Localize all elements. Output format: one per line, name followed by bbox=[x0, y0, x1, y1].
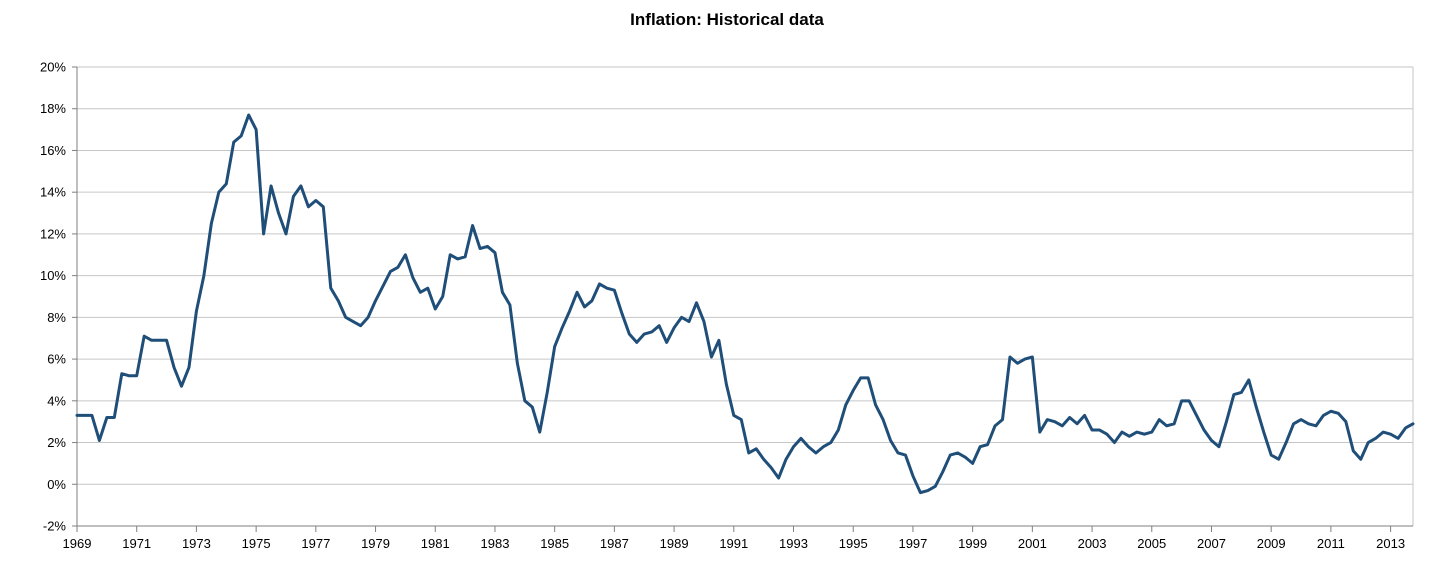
axes bbox=[76, 67, 1414, 532]
x-tick-label: 1975 bbox=[242, 536, 271, 551]
x-tick-label: 2011 bbox=[1317, 536, 1345, 551]
chart-title: Inflation: Historical data bbox=[630, 10, 824, 29]
grid-lines bbox=[77, 66, 1413, 527]
x-tick-label: 2003 bbox=[1078, 536, 1107, 551]
y-tick-label: 18% bbox=[40, 101, 66, 116]
y-tick-label: 0% bbox=[47, 477, 66, 492]
y-tick-label: -2% bbox=[43, 519, 67, 534]
y-tick-label: 4% bbox=[47, 393, 66, 408]
x-tick-label: 1977 bbox=[301, 536, 330, 551]
x-tick-label: 2005 bbox=[1137, 536, 1166, 551]
x-tick-label: 1985 bbox=[540, 536, 569, 551]
y-tick-label: 10% bbox=[40, 268, 66, 283]
x-tick-label: 1981 bbox=[421, 536, 450, 551]
x-tick-label: 2007 bbox=[1197, 536, 1226, 551]
y-tick-label: 8% bbox=[47, 310, 66, 325]
y-tick-label: 14% bbox=[40, 185, 66, 200]
x-tick-label: 1979 bbox=[361, 536, 390, 551]
y-tick-label: 12% bbox=[40, 226, 66, 241]
x-tick-label: 1989 bbox=[660, 536, 689, 551]
y-tick-label: 2% bbox=[47, 435, 66, 450]
x-tick-label: 1993 bbox=[779, 536, 808, 551]
x-tick-label: 1969 bbox=[63, 536, 92, 551]
y-tick-label: 6% bbox=[47, 352, 66, 367]
x-tick-label: 1983 bbox=[481, 536, 510, 551]
x-tick-label: 2013 bbox=[1376, 536, 1405, 551]
x-tick-label: 2009 bbox=[1257, 536, 1286, 551]
x-tick-label: 2001 bbox=[1018, 536, 1047, 551]
x-tick-label: 1991 bbox=[719, 536, 748, 551]
series-layer bbox=[75, 113, 1415, 495]
x-tick-label: 1995 bbox=[839, 536, 868, 551]
inflation-series-line bbox=[75, 113, 1415, 495]
y-tick-label: 16% bbox=[40, 143, 66, 158]
y-axis-ticks: -2% 0% 2% 4% 6% 8% 10% 12% 14% 16% 18% 20% bbox=[40, 60, 77, 534]
x-axis-ticks: 1969 1971 1973 1975 1977 1979 1981 1983 1985 1987… bbox=[63, 526, 1405, 551]
y-tick-label: 20% bbox=[40, 60, 66, 75]
x-tick-label: 1973 bbox=[182, 536, 211, 551]
x-tick-label: 1987 bbox=[600, 536, 629, 551]
x-tick-label: 1971 bbox=[122, 536, 151, 551]
x-tick-label: 1999 bbox=[958, 536, 987, 551]
x-tick-label: 1997 bbox=[898, 536, 927, 551]
